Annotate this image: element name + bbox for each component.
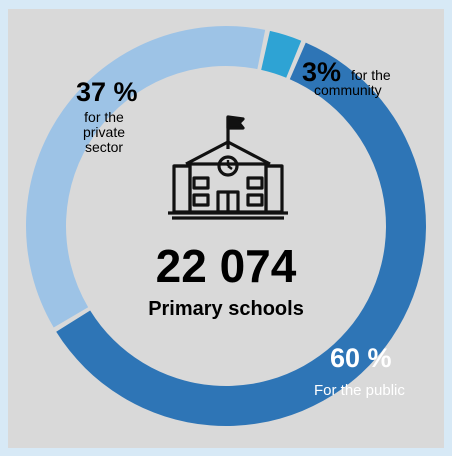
- donut-slice-community: [261, 30, 302, 78]
- slice-public-caption: For the public: [314, 382, 405, 399]
- total-schools-value: 22 074: [155, 240, 297, 292]
- slice-public-percent: 60 %: [330, 343, 392, 373]
- slice-private-caption: for the private sector: [82, 109, 126, 156]
- slice-community-caption: for the community: [314, 67, 391, 99]
- slice-community-percent: 3%: [302, 57, 342, 87]
- total-schools-label: Primary schools: [148, 298, 304, 320]
- chart-panel: [8, 9, 444, 448]
- school-building-icon: [168, 115, 288, 220]
- slice-private-percent: 37 %: [76, 77, 138, 107]
- donut-slice-private: [25, 25, 266, 328]
